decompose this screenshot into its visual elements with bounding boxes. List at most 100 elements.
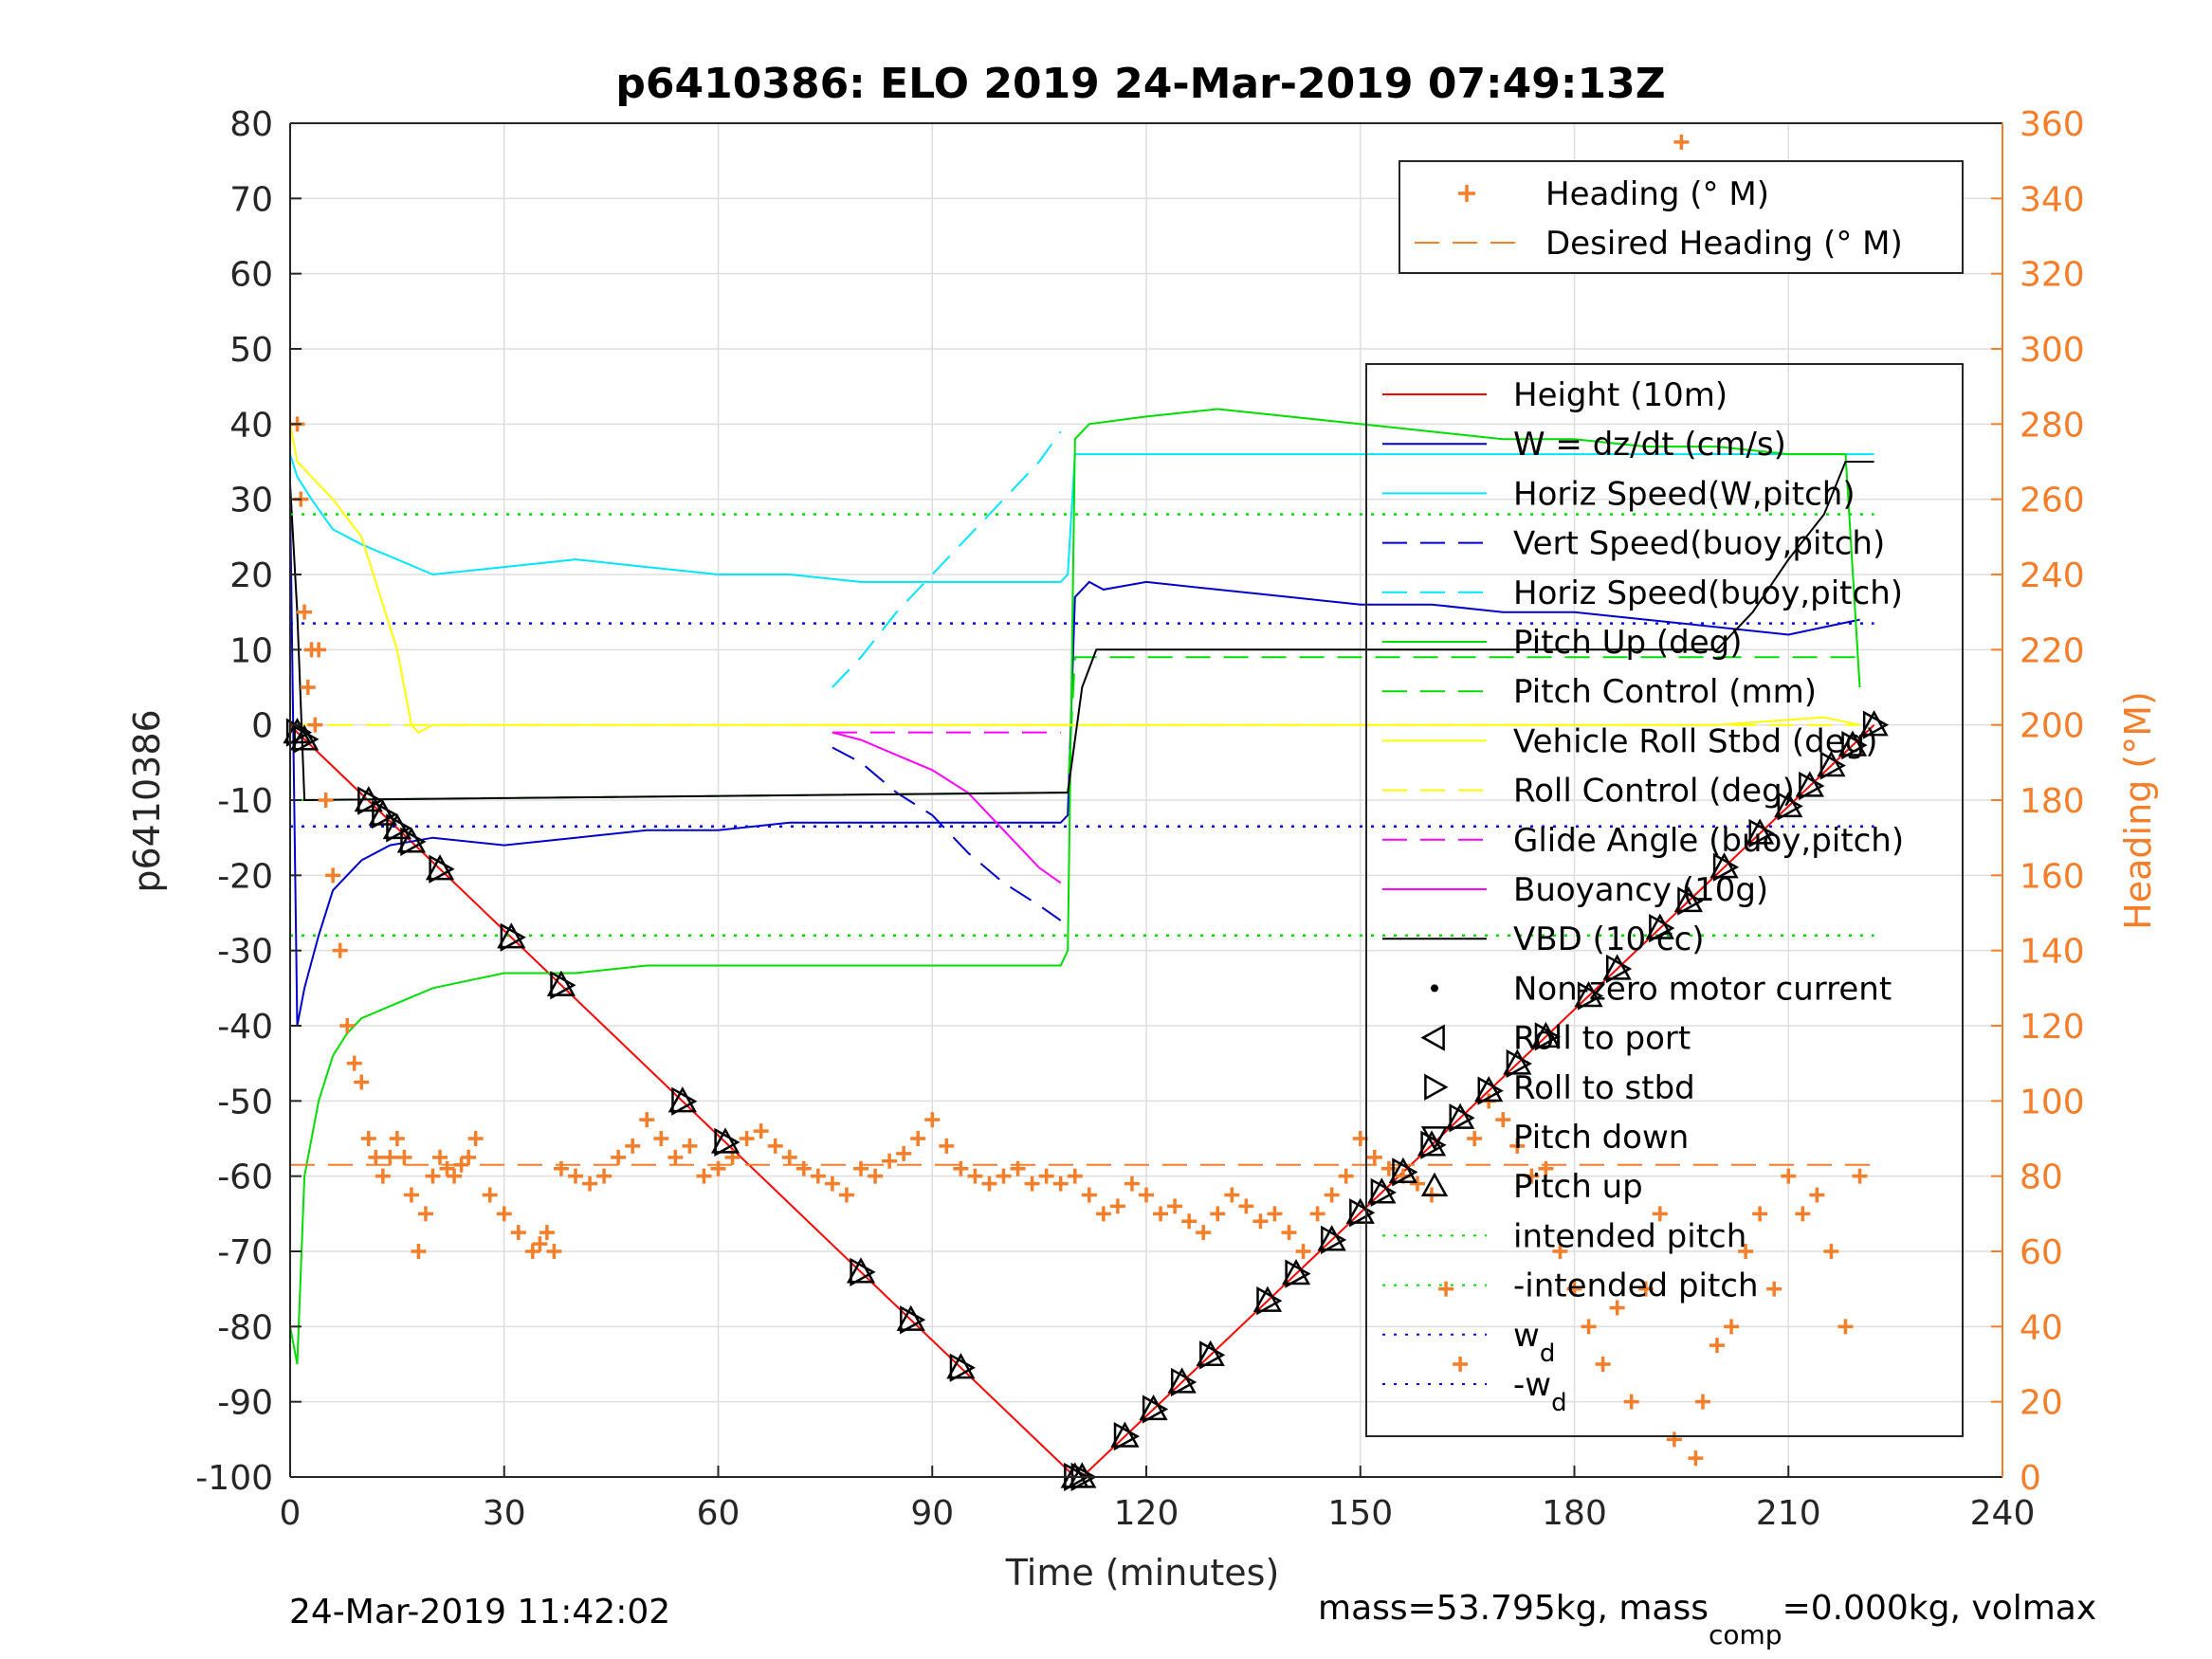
legend-main-entry: Height (10m) [1513, 376, 1728, 414]
legend-top-box [1398, 160, 1964, 274]
legend-main-entry: Non-zero motor current [1513, 970, 1892, 1008]
footer-mass-sub: comp [1709, 1619, 1782, 1650]
pitch-up-marker [1388, 1157, 1418, 1184]
heading-point [346, 1055, 362, 1071]
heading-point [311, 642, 327, 658]
right-tick-label: 240 [2020, 556, 2085, 595]
heading-point [582, 1176, 598, 1192]
heading-point [1295, 1244, 1311, 1259]
axes: 0 30 60 90 120 150 180 210 240-100-90-80-70-60-5… [195, 105, 2084, 1533]
heading-point [1595, 1357, 1611, 1372]
roll-marker [429, 854, 455, 884]
pitch-up-marker [289, 724, 320, 751]
heading-point [1524, 1168, 1540, 1184]
y-tick-label: -70 [217, 1233, 273, 1272]
legend-main-entry: Pitch Up (deg) [1513, 624, 1742, 662]
heading-point [753, 1123, 769, 1139]
legend-top-entry: Heading (° M) [1545, 175, 1769, 213]
heading-point [510, 1225, 526, 1241]
roll-marker [1142, 1395, 1169, 1424]
legend-symbol [1420, 1172, 1449, 1197]
legends: Heading (° M) Desired Heading (° M) Height… [1365, 160, 1964, 1437]
heading-point [1267, 1206, 1283, 1222]
pitch-up-marker [946, 1353, 976, 1379]
roll-marker [1113, 1421, 1141, 1451]
pitch-up-marker [710, 1127, 740, 1154]
heading-point [1124, 1176, 1140, 1192]
pitch-up-marker [1859, 710, 1889, 737]
heading-point [1538, 1160, 1554, 1176]
heading-point [1024, 1176, 1040, 1192]
right-tick-label: 60 [2020, 1233, 2063, 1272]
legend-main-entry: wd [1513, 1317, 1555, 1368]
footer-mass-part1: mass=53.795kg, mass [1318, 1589, 1709, 1628]
heading-point [1766, 1281, 1782, 1297]
heading-point [1709, 1338, 1725, 1354]
heading-point [1852, 1168, 1868, 1184]
pitch-up-marker [382, 812, 411, 840]
heading-point [1238, 1198, 1254, 1214]
pitch-up-marker [1817, 750, 1846, 777]
series-line-5 [289, 408, 1861, 1365]
roll-marker [1777, 792, 1803, 821]
y-tick-label: 40 [229, 406, 273, 445]
heading-point [996, 1168, 1012, 1184]
heading-point [532, 1236, 548, 1252]
legend-main-label: Pitch Up (deg) [1513, 624, 1742, 662]
legend-main-label: VBD (10 cc) [1513, 921, 1705, 958]
pitch-up-marker [1317, 1225, 1346, 1251]
heading-point [1666, 1431, 1682, 1448]
pitch-up-marker [1252, 1285, 1283, 1312]
heading-point [1795, 1206, 1811, 1222]
y-tick-label: -30 [217, 933, 273, 972]
legend-symbol [1420, 1024, 1445, 1051]
heading-point [838, 1187, 854, 1203]
y-tick-label: -90 [217, 1384, 273, 1423]
x-tick-label: 30 [483, 1494, 526, 1533]
roll-marker [550, 971, 576, 1000]
heading-point [1609, 1300, 1625, 1316]
heading-point [1823, 1244, 1839, 1259]
series-line-11 [289, 461, 1874, 802]
roll-marker [372, 799, 398, 830]
roll-marker [1256, 1286, 1283, 1316]
heading-point [781, 1149, 797, 1165]
roll-marker [1748, 818, 1775, 848]
pitch-up-marker [1574, 980, 1603, 1008]
x-tick-label: 90 [910, 1494, 954, 1533]
heading-point [1738, 1244, 1754, 1259]
right-tick-label: 40 [2020, 1308, 2063, 1347]
pitch-up-marker [1645, 913, 1674, 939]
series-line-3 [832, 746, 1062, 921]
roll-marker [1712, 852, 1740, 882]
heading-point [1081, 1187, 1097, 1203]
pitch-up-marker [1837, 730, 1868, 757]
heading-point [1139, 1187, 1154, 1203]
heading-point [1552, 1244, 1568, 1259]
pitch-up-marker [497, 922, 526, 949]
right-tick-label: 100 [2020, 1083, 2085, 1121]
x-axis-label: Time (minutes) [1005, 1552, 1280, 1594]
series-line-2 [289, 453, 1874, 583]
pitch-up-marker [1531, 1021, 1561, 1048]
heading-point [1752, 1206, 1768, 1222]
legend-main-entry: Roll Control (deg) [1513, 773, 1795, 811]
legend-main-entry: Roll to port [1513, 1020, 1691, 1058]
legend-symbol [1420, 1126, 1449, 1151]
heading-point [546, 1244, 562, 1259]
roll-marker [1477, 1076, 1504, 1105]
right-tick-label: 340 [2020, 180, 2085, 219]
x-tick-label: 210 [1756, 1494, 1821, 1533]
legend-main-label: W = dz/dt (cm/s) [1513, 426, 1786, 464]
heading-point [1167, 1198, 1183, 1214]
heading-point [1181, 1213, 1197, 1230]
heading-point [1338, 1168, 1354, 1184]
legend-symbol [1431, 984, 1438, 993]
pitch-up-marker [1110, 1421, 1140, 1448]
heading-point [432, 1149, 448, 1165]
heading-point [1109, 1198, 1125, 1214]
roll-marker [1199, 1340, 1226, 1370]
heading-point [1781, 1168, 1797, 1184]
heading-point [1196, 1225, 1212, 1241]
y-axis-label: p6410386 [126, 709, 168, 892]
